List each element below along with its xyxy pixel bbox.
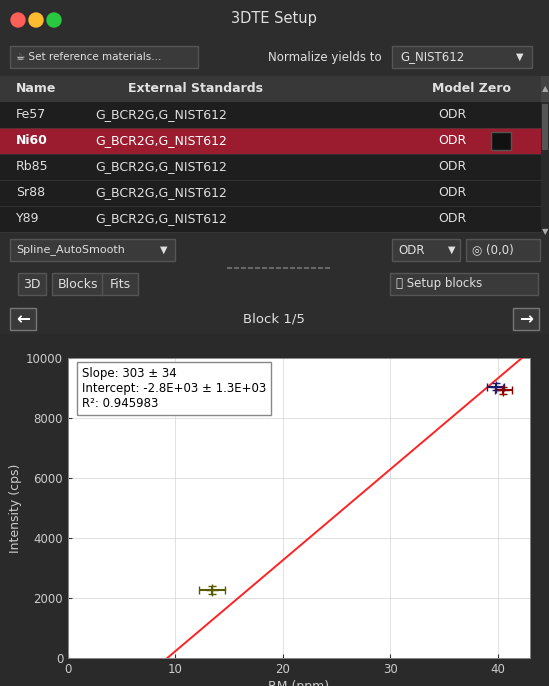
Text: ☕ Set reference materials...: ☕ Set reference materials... [16, 52, 161, 62]
Bar [102, 273, 138, 295]
Circle shape [29, 13, 43, 27]
Text: G_BCR2G,G_NIST612: G_BCR2G,G_NIST612 [95, 134, 227, 147]
Bar [10, 308, 36, 330]
Text: G_BCR2G,G_NIST612: G_BCR2G,G_NIST612 [95, 213, 227, 226]
Bar [392, 239, 460, 261]
Text: ▼: ▼ [542, 228, 548, 237]
Text: ▼: ▼ [516, 52, 524, 62]
Bar [466, 239, 540, 261]
Text: ▼: ▼ [448, 245, 456, 255]
Bar [491, 132, 511, 150]
Text: ODR: ODR [398, 244, 424, 257]
Text: ▲: ▲ [542, 84, 548, 93]
Bar [10, 239, 175, 261]
Bar [0, 0, 549, 38]
Text: ODR: ODR [438, 108, 466, 121]
Bar [390, 273, 538, 295]
Text: 3DTE Setup: 3DTE Setup [231, 12, 317, 27]
Bar [513, 308, 539, 330]
Bar [0, 38, 549, 76]
Text: Y89: Y89 [16, 213, 40, 226]
Text: Normalize yields to: Normalize yields to [268, 51, 382, 64]
Text: 3D: 3D [23, 278, 41, 290]
Bar [0, 180, 541, 206]
Text: Block 1/5: Block 1/5 [243, 313, 305, 325]
Bar [52, 273, 104, 295]
Text: G_BCR2G,G_NIST612: G_BCR2G,G_NIST612 [95, 187, 227, 200]
Bar [541, 102, 549, 232]
Bar [0, 102, 541, 128]
Text: Sr88: Sr88 [16, 187, 45, 200]
Text: Rb85: Rb85 [16, 161, 49, 174]
Text: ODR: ODR [438, 134, 466, 147]
Text: Fits: Fits [109, 278, 131, 290]
Text: ODR: ODR [438, 213, 466, 226]
Text: Slope: 303 ± 34
Intercept: -2.8E+03 ± 1.3E+03
R²: 0.945983: Slope: 303 ± 34 Intercept: -2.8E+03 ± 1.… [82, 367, 266, 410]
Bar [0, 206, 541, 232]
Bar [392, 46, 532, 68]
Text: Blocks: Blocks [58, 278, 98, 290]
Bar [541, 76, 549, 102]
Text: 🔧 Setup blocks: 🔧 Setup blocks [396, 278, 482, 290]
Bar [18, 273, 46, 295]
Text: ▼: ▼ [160, 245, 167, 255]
Text: Name: Name [16, 82, 57, 95]
X-axis label: RM (ppm): RM (ppm) [268, 680, 329, 686]
Text: Spline_AutoSmooth: Spline_AutoSmooth [16, 244, 125, 255]
Y-axis label: Intensity (cps): Intensity (cps) [9, 463, 22, 553]
Text: External Standards: External Standards [127, 82, 262, 95]
Text: ←: ← [16, 310, 30, 328]
Bar [10, 46, 198, 68]
Bar [0, 232, 549, 268]
Text: ODR: ODR [438, 187, 466, 200]
Bar [0, 128, 541, 154]
Bar [0, 154, 541, 180]
Bar [0, 334, 549, 686]
Text: G_BCR2G,G_NIST612: G_BCR2G,G_NIST612 [95, 161, 227, 174]
Circle shape [11, 13, 25, 27]
Text: Model Zero: Model Zero [432, 82, 511, 95]
Bar [542, 104, 548, 150]
Text: G_BCR2G,G_NIST612: G_BCR2G,G_NIST612 [95, 108, 227, 121]
Text: G_NIST612: G_NIST612 [400, 51, 464, 64]
Bar [0, 304, 549, 334]
Text: ◎ (0,0): ◎ (0,0) [472, 244, 514, 257]
Text: Ni60: Ni60 [16, 134, 48, 147]
Bar [0, 268, 549, 304]
Text: →: → [519, 310, 533, 328]
Text: Fe57: Fe57 [16, 108, 46, 121]
Circle shape [47, 13, 61, 27]
Text: ODR: ODR [438, 161, 466, 174]
Bar [0, 76, 541, 102]
